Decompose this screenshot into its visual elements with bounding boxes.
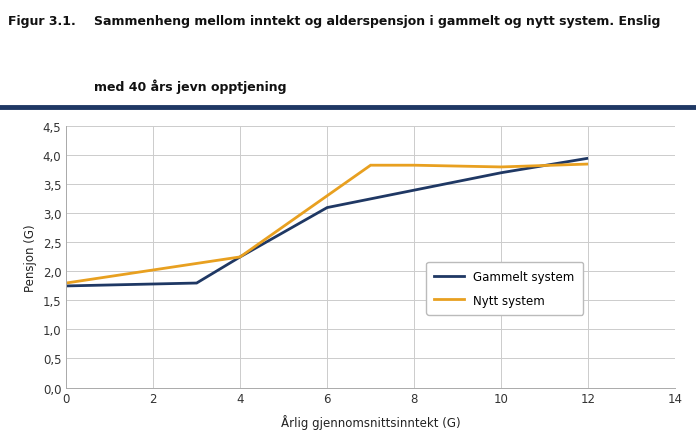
Legend: Gammelt system, Nytt system: Gammelt system, Nytt system	[426, 262, 583, 315]
Gammelt system	[236, 255, 244, 260]
Gammelt system	[62, 284, 70, 289]
X-axis label: Årlig gjennomsnittsinntekt (G): Årlig gjennomsnittsinntekt (G)	[280, 414, 461, 429]
Text: Sammenheng mellom inntekt og alderspensjon i gammelt og nytt system. Enslig: Sammenheng mellom inntekt og alderspensj…	[94, 15, 661, 28]
Y-axis label: Pensjon (G): Pensjon (G)	[24, 223, 37, 291]
Text: med 40 års jevn opptjening: med 40 års jevn opptjening	[94, 79, 287, 93]
Nytt system	[62, 281, 70, 286]
Gammelt system	[192, 281, 201, 286]
Gammelt system	[323, 205, 331, 211]
Gammelt system	[497, 171, 505, 176]
Gammelt system	[584, 156, 592, 162]
Nytt system	[410, 163, 418, 169]
Line: Nytt system: Nytt system	[66, 165, 588, 283]
Line: Gammelt system: Gammelt system	[66, 159, 588, 286]
Nytt system	[366, 163, 374, 169]
Nytt system	[236, 255, 244, 260]
Text: Figur 3.1.: Figur 3.1.	[8, 15, 76, 28]
Nytt system	[497, 165, 505, 170]
Nytt system	[584, 162, 592, 167]
Gammelt system	[410, 188, 418, 193]
